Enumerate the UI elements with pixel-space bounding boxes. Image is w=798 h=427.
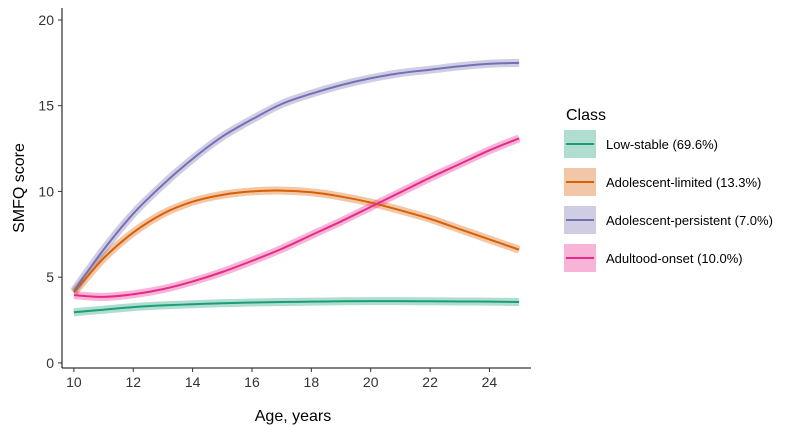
x-tick-label: 22 xyxy=(422,374,438,390)
x-axis-title: Age, years xyxy=(255,408,331,425)
x-tick-label: 18 xyxy=(304,374,320,390)
x-tick-label: 14 xyxy=(185,374,201,390)
x-tick-label: 20 xyxy=(363,374,379,390)
series-lines xyxy=(73,61,520,314)
axes: 10 12 14 16 18 20 22 24 0 5 10 15 20 xyxy=(38,8,531,390)
series-line-4 xyxy=(73,137,520,298)
x-tick-label: 12 xyxy=(125,374,141,390)
x-tick-label: 10 xyxy=(66,374,82,390)
legend: Class Low-stable (69.6%) Adolescent-limit… xyxy=(564,107,773,272)
series-line-3 xyxy=(73,61,520,292)
y-tick-label: 0 xyxy=(46,355,54,371)
legend-label-4: Adultood-onset (10.0%) xyxy=(606,251,743,266)
confidence-bands xyxy=(70,58,521,317)
legend-label-1: Low-stable (69.6%) xyxy=(606,137,718,152)
y-tick-label: 5 xyxy=(46,269,54,285)
legend-label-3: Adolescent-persistent (7.0%) xyxy=(606,213,773,228)
y-tick-label: 10 xyxy=(38,183,54,199)
series-band-4 xyxy=(73,134,521,301)
y-axis-title: SMFQ score xyxy=(11,143,28,233)
series-band-3 xyxy=(70,58,520,294)
x-tick-label: 24 xyxy=(482,374,498,390)
series-line-2 xyxy=(73,189,520,294)
legend-title: Class xyxy=(566,107,606,124)
x-tick-label: 16 xyxy=(244,374,260,390)
series-line-1 xyxy=(73,300,520,314)
legend-label-2: Adolescent-limited (13.3%) xyxy=(606,175,761,190)
y-tick-label: 20 xyxy=(38,12,54,28)
y-tick-label: 15 xyxy=(38,98,54,114)
